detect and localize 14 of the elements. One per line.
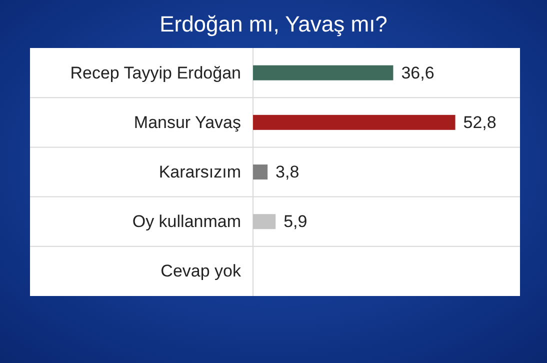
data-label: 36,6: [401, 63, 434, 82]
bar: [253, 114, 456, 130]
y-tick-label: Recep Tayyip Erdoğan: [70, 63, 241, 82]
bar: [253, 65, 394, 80]
y-tick-label: Mansur Yavaş: [134, 112, 241, 132]
y-tick-label: Kararsızım: [158, 162, 241, 182]
data-label: 3,8: [276, 162, 300, 182]
data-label: 5,9: [284, 212, 308, 232]
bar: [253, 164, 268, 180]
chart-title: Erdoğan mı, Yavaş mı?: [160, 12, 388, 36]
bar: [253, 214, 276, 230]
y-tick-label: Cevap yok: [160, 262, 242, 281]
data-label: 52,8: [463, 112, 496, 132]
y-tick-label: Oy kullanmam: [132, 212, 241, 232]
